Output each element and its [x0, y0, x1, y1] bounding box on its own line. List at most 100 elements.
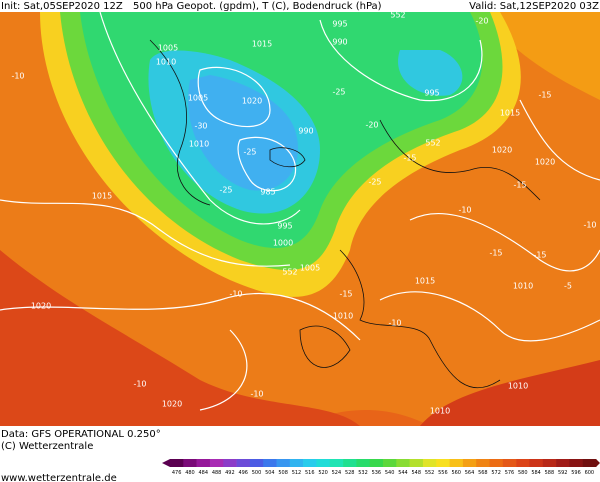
colorbar-cell: [343, 459, 357, 467]
colorbar-label: 600: [585, 470, 595, 476]
data-source: Data: GFS OPERATIONAL 0.250°: [1, 429, 161, 440]
colorbar-cell: [396, 459, 410, 467]
map-field: [0, 12, 600, 426]
footer-bar: [0, 426, 600, 482]
colorbar-cell: [556, 459, 570, 467]
contour-label: -10: [583, 221, 596, 230]
website: www.wetterzentrale.de: [1, 473, 117, 482]
contour-label: -30: [194, 122, 207, 131]
colorbar-label: 492: [225, 470, 235, 476]
contour-label: 995: [277, 222, 292, 231]
contour-label: -15: [403, 154, 416, 163]
colorbar-label: 552: [425, 470, 435, 476]
colorbar-cell: [316, 459, 331, 467]
contour-label: -25: [243, 148, 256, 157]
colorbar-arrow: [596, 459, 600, 467]
contour-label: -25: [332, 88, 345, 97]
contour-label: 1010: [513, 282, 533, 291]
colorbar-cell: [422, 459, 437, 467]
colorbar-cell: [462, 459, 477, 467]
contour-label: -10: [229, 290, 242, 299]
colorbar-label: 556: [438, 470, 448, 476]
colorbar-cell: [476, 459, 490, 467]
contour-label: 1015: [252, 40, 272, 49]
contour-label: 995: [424, 89, 439, 98]
colorbar-cell: [436, 459, 450, 467]
colorbar-cell: [582, 459, 597, 467]
colorbar-label: 560: [451, 470, 461, 476]
contour-label: 1015: [92, 192, 112, 201]
colorbar-label: 476: [172, 470, 182, 476]
colorbar-cell: [409, 459, 424, 467]
colorbar-cell: [383, 459, 397, 467]
colorbar-label: 500: [252, 470, 262, 476]
colorbar-label: 588: [545, 470, 555, 476]
contour-label: -25: [219, 186, 232, 195]
colorbar-label: 484: [199, 470, 209, 476]
contour-label: 552: [390, 11, 405, 20]
colorbar-label: 520: [318, 470, 328, 476]
contour-label: 1010: [156, 58, 176, 67]
colorbar-cell: [263, 459, 277, 467]
contour-label: -10: [11, 72, 24, 81]
colorbar-cell: [170, 459, 184, 467]
contour-label: 1020: [492, 146, 512, 155]
colorbar-label: 564: [465, 470, 475, 476]
contour-label: 990: [298, 127, 313, 136]
colorbar-label: 580: [518, 470, 528, 476]
colorbar-label: 536: [372, 470, 382, 476]
contour-label: -15: [339, 290, 352, 299]
contour-label: 995: [332, 20, 347, 29]
colorbar-label: 544: [398, 470, 408, 476]
colorbar-cell: [542, 459, 557, 467]
contour-label: -10: [133, 380, 146, 389]
colorbar-label: 488: [212, 470, 222, 476]
colorbar-cell: [209, 459, 224, 467]
colorbar-label: 512: [292, 470, 302, 476]
contour-label: 985: [260, 188, 275, 197]
colorbar-label: 576: [505, 470, 515, 476]
colorbar-cell: [196, 459, 211, 467]
contour-label: 1000: [273, 239, 293, 248]
contour-label: 1010: [508, 382, 528, 391]
contour-label: -10: [458, 206, 471, 215]
contour-label: 1005: [300, 264, 320, 273]
contour-label: -20: [475, 17, 488, 26]
contour-label: 1015: [500, 109, 520, 118]
colorbar-cell: [249, 459, 264, 467]
colorbar-label: 596: [571, 470, 581, 476]
colorbar-label: 504: [265, 470, 275, 476]
contour-label: -20: [365, 121, 378, 130]
contour-label: -5: [564, 282, 572, 291]
colorbar-cell: [449, 459, 464, 467]
contour-label: 1020: [162, 400, 182, 409]
colorbar-cell: [516, 459, 530, 467]
coastlines: [149, 39, 541, 389]
contour-label: -25: [368, 178, 381, 187]
colorbar-label: 508: [278, 470, 288, 476]
colorbar-cell: [223, 459, 237, 467]
colorbar-label: 572: [491, 470, 501, 476]
contour-label: 552: [425, 139, 440, 148]
colorbar-cell: [276, 459, 291, 467]
contour-label: -10: [388, 319, 401, 328]
colorbar-cell: [303, 459, 317, 467]
colorbar-label: 548: [412, 470, 422, 476]
contour-label: 1010: [189, 140, 209, 149]
contour-label: 552: [282, 268, 297, 277]
contour-label: -15: [489, 249, 502, 258]
contour-label: -15: [513, 181, 526, 190]
contour-label: 1020: [535, 158, 555, 167]
copyright: (C) Wetterzentrale: [1, 441, 93, 452]
colorbar-label: 480: [185, 470, 195, 476]
isobars: [0, 11, 600, 411]
colorbar-cell: [569, 459, 583, 467]
colorbar-label: 532: [358, 470, 368, 476]
valid-time: Valid: Sat,12SEP2020 03Z: [469, 1, 599, 12]
contour-label: 1020: [31, 302, 51, 311]
colorbar-arrow: [162, 459, 170, 467]
contour-label: 1020: [242, 97, 262, 106]
colorbar-label: 540: [385, 470, 395, 476]
